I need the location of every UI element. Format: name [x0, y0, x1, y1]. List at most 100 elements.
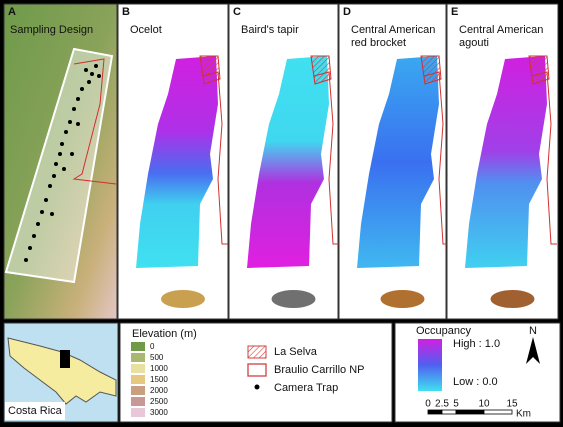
north-arrow [526, 337, 540, 364]
legend-item: Braulio Carrillo NP [274, 364, 364, 376]
scale-tick-label: 15 [506, 399, 518, 410]
panel-letter: A [8, 6, 16, 18]
elevation-swatch [131, 364, 145, 373]
elevation-class: 1500 [150, 375, 168, 384]
species-illustration [271, 290, 316, 308]
camera-trap [48, 184, 52, 188]
scale-segment [483, 409, 513, 415]
elevation-class: 3000 [150, 408, 168, 417]
panel-title: Central American [459, 24, 543, 36]
country-shape [7, 337, 117, 405]
elevation-class: 2000 [150, 386, 168, 395]
inset-label: Costa Rica [8, 405, 63, 417]
occupancy-surface [357, 56, 439, 268]
occupancy-surface [465, 56, 547, 268]
scale-tick-label: 2.5 [435, 399, 449, 410]
color-ramp [418, 339, 442, 391]
species-illustration [161, 290, 205, 308]
panel-letter: E [451, 6, 458, 18]
panel-letter: B [122, 6, 130, 18]
north-label: N [529, 325, 537, 337]
occupancy-surface [247, 56, 329, 268]
park-symbol [247, 363, 267, 377]
la-selva [528, 55, 550, 85]
camera-trap [76, 122, 80, 126]
legend-title: Elevation (m) [132, 328, 197, 340]
camera-trap [36, 222, 40, 226]
camera-trap [68, 120, 72, 124]
camera-trap [58, 152, 62, 156]
elevation-swatch [131, 397, 145, 406]
camera-trap [84, 68, 88, 72]
park-boundary [313, 71, 339, 245]
camera-trap [44, 198, 48, 202]
camera-trap [70, 152, 74, 156]
panel-letter: D [343, 6, 351, 18]
elevation-swatch [131, 375, 145, 384]
scale-tick-label: 10 [478, 399, 490, 410]
camera-trap [64, 130, 68, 134]
scale-tick-label: 5 [453, 399, 459, 410]
occupancy-surface [136, 56, 218, 268]
camera-trap [60, 142, 64, 146]
scale-tick-label: 0 [425, 399, 431, 410]
species-illustration [380, 290, 425, 308]
camera-trap [50, 212, 54, 216]
panel-title: Baird's tapir [241, 24, 299, 36]
legend-title: Occupancy [416, 325, 472, 337]
elevation-classes: 0 500 1000 1500 2000 2500 3000 [131, 342, 168, 417]
scale-unit: Km [516, 409, 531, 420]
panel-title: Ocelot [130, 24, 162, 36]
panel-title: Central American [351, 24, 435, 36]
elevation-swatch [131, 408, 145, 417]
map-panel: A Sampling Design [3, 3, 118, 320]
elevation-swatch [131, 353, 145, 362]
panel-title: red brocket [351, 37, 406, 49]
elevation-class: 1000 [150, 364, 168, 373]
elevation-class: 2500 [150, 397, 168, 406]
camera-trap [90, 72, 94, 76]
species-illustration [490, 290, 535, 308]
park-boundary [531, 71, 557, 245]
camera-trap [80, 87, 84, 91]
la-selva [420, 55, 442, 85]
legend-item: Camera Trap [274, 382, 338, 394]
camera-symbol [254, 384, 260, 390]
label-box [5, 402, 65, 420]
panel-letter: C [233, 6, 241, 18]
scale-segment [441, 409, 457, 415]
la-selva-symbol [247, 345, 267, 359]
park-boundary [202, 71, 228, 245]
park-boundary [72, 58, 117, 185]
camera-trap [40, 210, 44, 214]
camera-trap [24, 258, 28, 262]
camera-trap [32, 234, 36, 238]
panel-title: agouti [459, 37, 489, 49]
camera-trap [54, 162, 58, 166]
camera-trap [72, 107, 76, 111]
camera-trap [52, 174, 56, 178]
la-selva [199, 55, 221, 85]
legend-item: La Selva [274, 346, 318, 358]
park-boundary [423, 71, 449, 245]
study-area [60, 350, 70, 368]
la-selva [310, 55, 332, 85]
panel-title: Sampling Design [10, 24, 93, 36]
elevation-legend: Elevation (m) 0 500 1000 1500 2000 2500 3000 L… [119, 322, 393, 423]
scale-segment [455, 409, 485, 415]
camera-trap [62, 167, 66, 171]
camera-trap [28, 246, 32, 250]
camera-trap [97, 74, 101, 78]
panel-bg [3, 3, 118, 320]
elevation-swatch [131, 342, 145, 351]
elevation-class: 500 [150, 353, 164, 362]
elevation-class: 0 [150, 342, 155, 351]
